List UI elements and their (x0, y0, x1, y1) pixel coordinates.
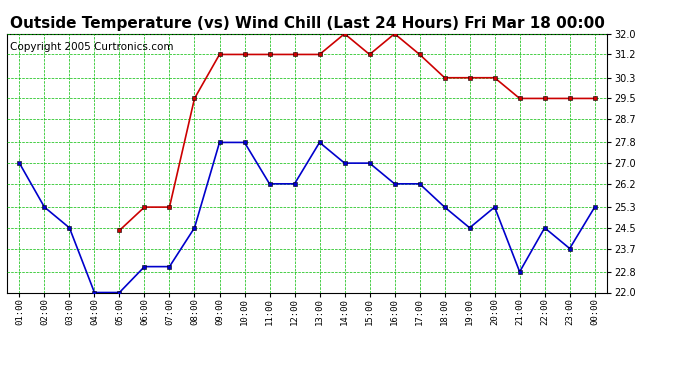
Text: Copyright 2005 Curtronics.com: Copyright 2005 Curtronics.com (10, 42, 173, 51)
Title: Outside Temperature (vs) Wind Chill (Last 24 Hours) Fri Mar 18 00:00: Outside Temperature (vs) Wind Chill (Las… (10, 16, 604, 31)
